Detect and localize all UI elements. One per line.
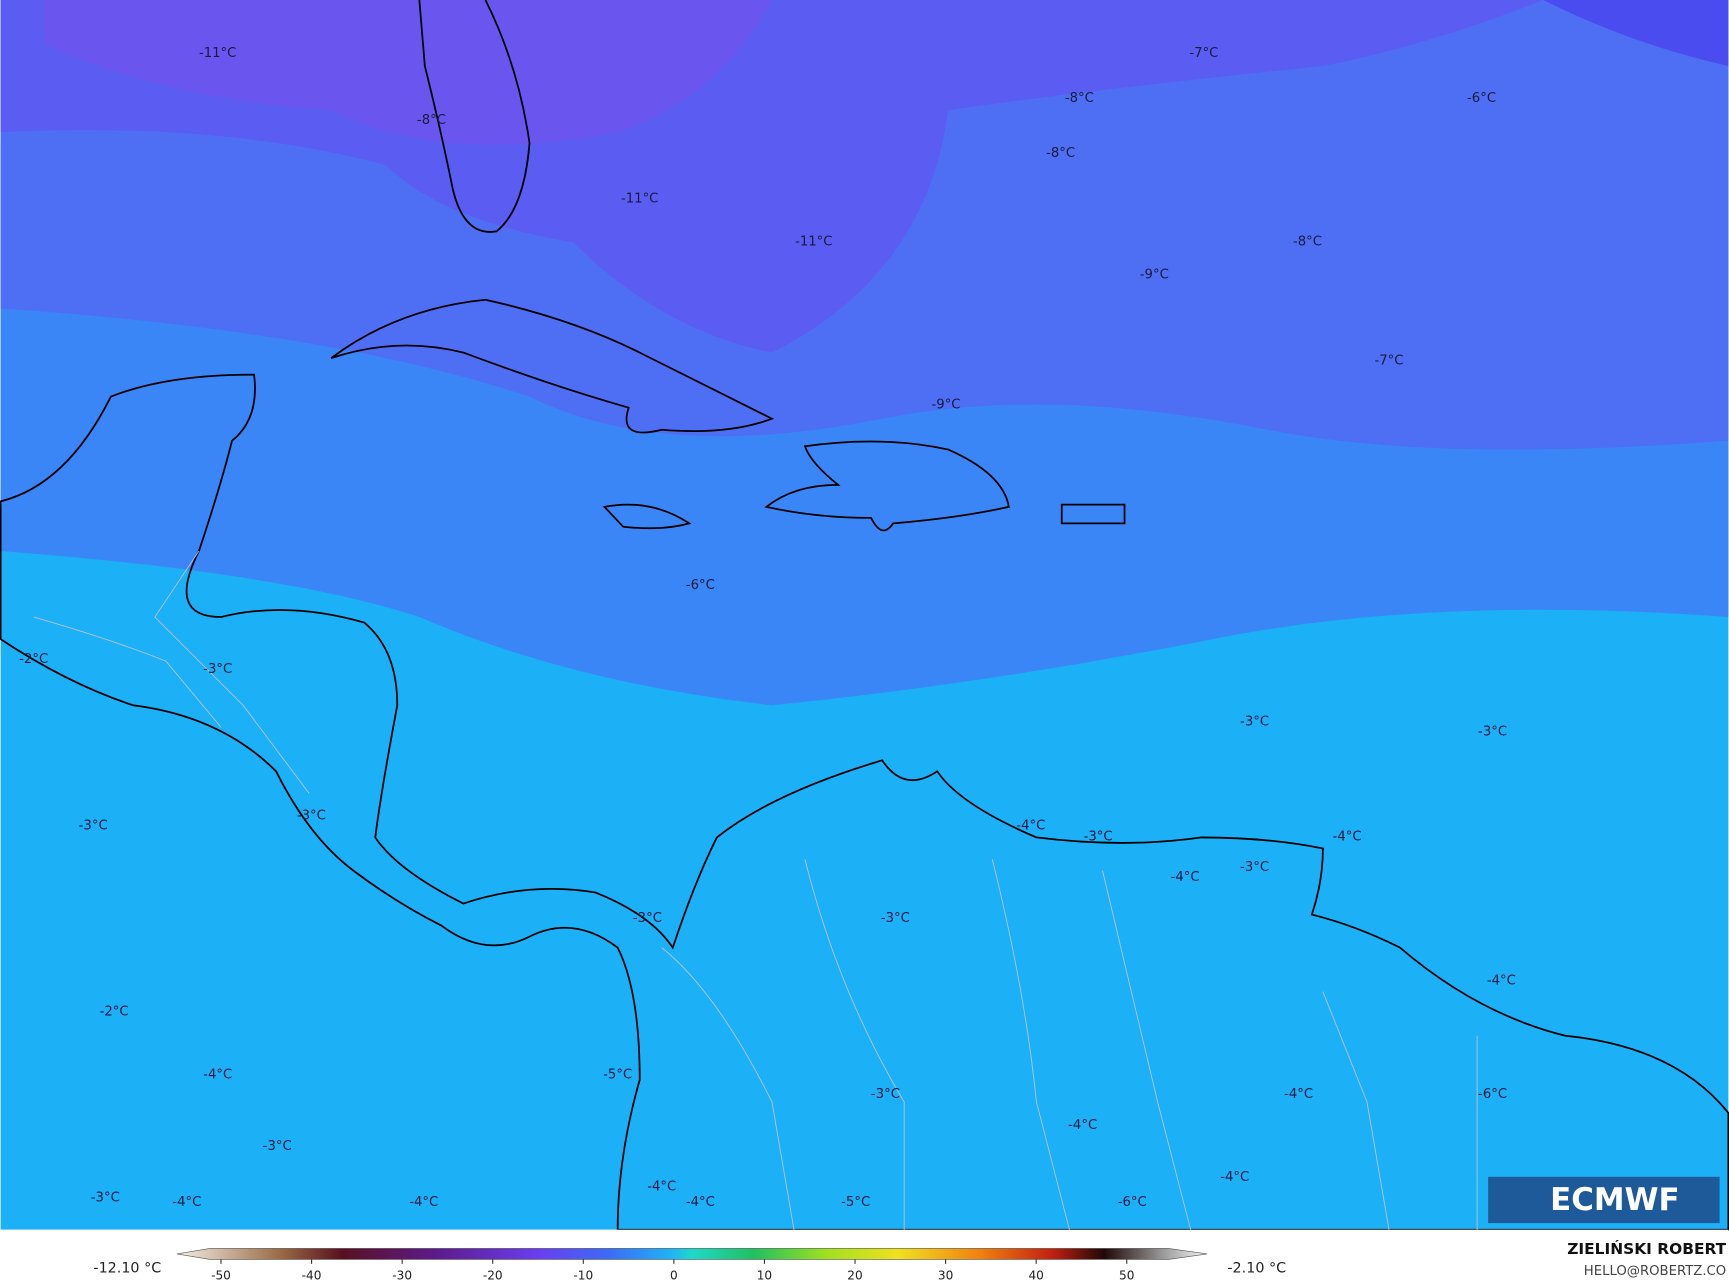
land-outline xyxy=(418,0,531,233)
colorbar-min: -12.10 °C xyxy=(93,1261,161,1277)
temperature-label: -5°C xyxy=(841,1195,870,1210)
temperature-label: -11°C xyxy=(621,191,658,206)
temperature-label: -4°C xyxy=(1068,1118,1097,1133)
colorbar-ticks: -50 -40 -30 -20 -10 0 10 20 30 40 50 xyxy=(211,1259,1134,1282)
temperature-label: -3°C xyxy=(1084,829,1113,844)
logo-box xyxy=(1488,1176,1720,1224)
temperature-label: -3°C xyxy=(263,1139,292,1154)
tick-label: -40 xyxy=(302,1268,322,1282)
tick-label: -10 xyxy=(573,1268,593,1282)
temperature-label: -11°C xyxy=(795,234,832,249)
temperature-label: -9°C xyxy=(1140,267,1169,282)
temperature-label: -8°C xyxy=(1065,91,1094,106)
country-borders xyxy=(33,550,1478,1230)
temperature-label: -3°C xyxy=(1240,715,1269,730)
temperature-label: -3°C xyxy=(1478,725,1507,740)
land-outline xyxy=(764,440,1010,532)
tick-label: 30 xyxy=(938,1268,953,1282)
temperature-zone xyxy=(44,0,772,145)
temperature-label: -4°C xyxy=(1171,870,1200,885)
logo: ECMWF xyxy=(1550,1182,1679,1218)
temperature-zone xyxy=(1543,0,1729,67)
temperature-label: -8°C xyxy=(1046,146,1075,161)
credit-email: HELLO@ROBERTZ.CO xyxy=(1584,1264,1726,1279)
temperature-label: -4°C xyxy=(1487,974,1516,989)
temperature-label: -6°C xyxy=(686,578,715,593)
temperature-label: -4°C xyxy=(686,1195,715,1210)
temperature-label: -4°C xyxy=(1016,818,1045,833)
colorbar-max: -2.10 °C xyxy=(1227,1261,1286,1277)
temperature-label: -3°C xyxy=(871,1087,900,1102)
temperature-label: -6°C xyxy=(1467,91,1496,106)
temperature-label: -7°C xyxy=(1189,46,1218,61)
tick-label: 10 xyxy=(757,1268,772,1282)
colorbar xyxy=(176,1248,1208,1260)
temperature-label: -7°C xyxy=(1374,353,1403,368)
temperature-label: -2°C xyxy=(100,1005,129,1020)
temperature-label: -2°C xyxy=(19,652,48,667)
temperature-label: -4°C xyxy=(1220,1170,1249,1185)
tick-label: 50 xyxy=(1119,1268,1134,1282)
land-outline xyxy=(602,503,692,530)
temperature-label: -3°C xyxy=(79,818,108,833)
land-outline xyxy=(1060,503,1126,525)
temperature-label: -3°C xyxy=(203,662,232,677)
temperature-label: -4°C xyxy=(203,1067,232,1082)
temperature-label: -4°C xyxy=(409,1195,438,1210)
coastlines xyxy=(0,0,1729,1231)
temperature-label: -3°C xyxy=(297,808,326,823)
temperature-label: -3°C xyxy=(1240,860,1269,875)
temperature-label: -3°C xyxy=(91,1191,120,1206)
tick-label: -30 xyxy=(392,1268,412,1282)
temperature-label: -4°C xyxy=(647,1180,676,1195)
temperature-label: -4°C xyxy=(1284,1087,1313,1102)
land-outline xyxy=(330,298,775,434)
temperature-label: -8°C xyxy=(417,113,446,128)
temperature-label: -6°C xyxy=(1118,1195,1147,1210)
temperature-label: -6°C xyxy=(1478,1087,1507,1102)
credit-author: ZIELIŃSKI ROBERT xyxy=(1567,1239,1726,1258)
temperature-label: -4°C xyxy=(172,1195,201,1210)
tick-label: 40 xyxy=(1028,1268,1043,1282)
tick-label: 0 xyxy=(670,1268,678,1282)
temperature-label: -4°C xyxy=(1333,829,1362,844)
temperature-label: -3°C xyxy=(881,911,910,926)
temperature-label: -5°C xyxy=(603,1067,632,1082)
temperature-label: -11°C xyxy=(199,46,236,61)
temperature-labels: -11°C -8°C -11°C -11°C -7°C -8°C -8°C -6°C -8°C -… xyxy=(19,46,1516,1210)
temperature-label: -3°C xyxy=(633,911,662,926)
tick-label: -50 xyxy=(211,1268,231,1282)
temperature-label: -8°C xyxy=(1293,234,1322,249)
tick-label: -20 xyxy=(483,1268,503,1282)
land-outline xyxy=(0,373,1729,1231)
temperature-label: -9°C xyxy=(932,397,961,412)
tick-label: 20 xyxy=(847,1268,862,1282)
